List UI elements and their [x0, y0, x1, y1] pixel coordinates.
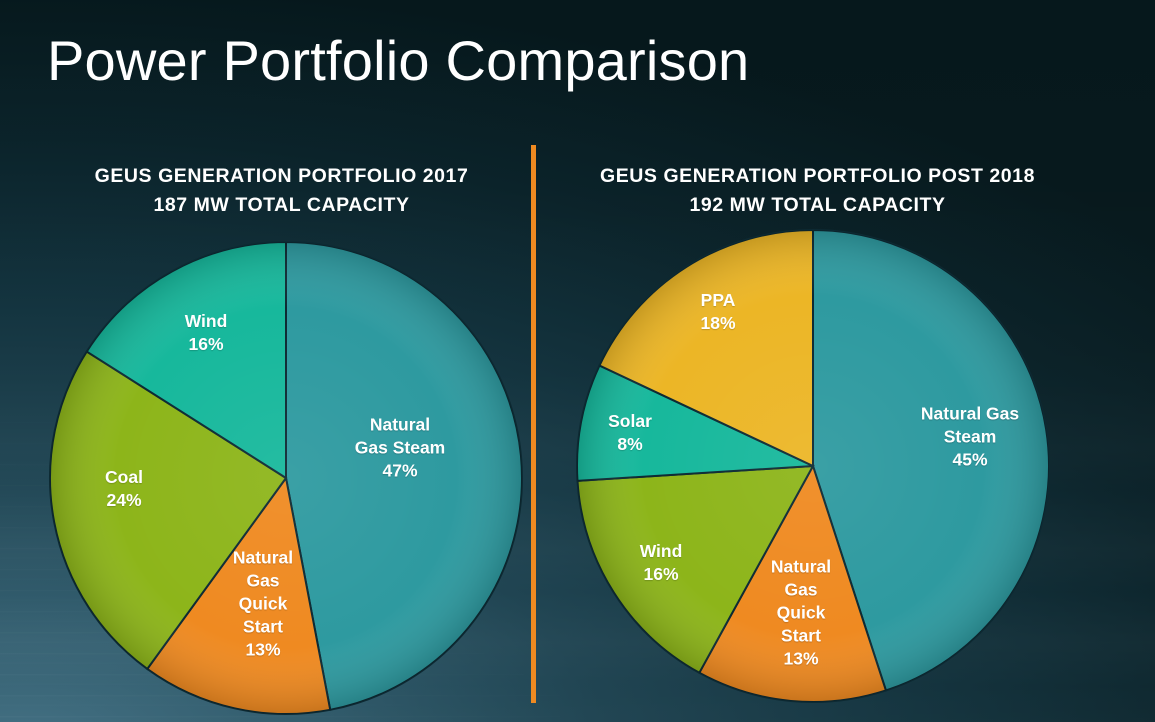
pie-shading-post-2018 [577, 230, 1049, 702]
pie-chart-post-2018-svg [576, 228, 1050, 703]
chart-heading-left: GEUS GENERATION PORTFOLIO 2017 187 MW TO… [30, 162, 533, 219]
page-title: Power Portfolio Comparison [47, 29, 750, 92]
chart-heading-right-line2: 192 MW TOTAL CAPACITY [689, 193, 946, 216]
chart-heading-right-line1: GEUS GENERATION PORTFOLIO POST 2018 [600, 165, 1035, 187]
chart-heading-left-line1: GEUS GENERATION PORTFOLIO 2017 [94, 165, 469, 187]
pie-chart-2017 [48, 240, 524, 716]
pie-chart-2017-svg [49, 240, 523, 715]
vertical-divider [531, 145, 536, 703]
chart-heading-right: GEUS GENERATION PORTFOLIO POST 2018 192 … [545, 162, 1090, 219]
chart-heading-left-line2: 187 MW TOTAL CAPACITY [153, 193, 410, 216]
pie-shading-2017 [50, 242, 522, 714]
pie-chart-post-2018 [575, 228, 1051, 704]
